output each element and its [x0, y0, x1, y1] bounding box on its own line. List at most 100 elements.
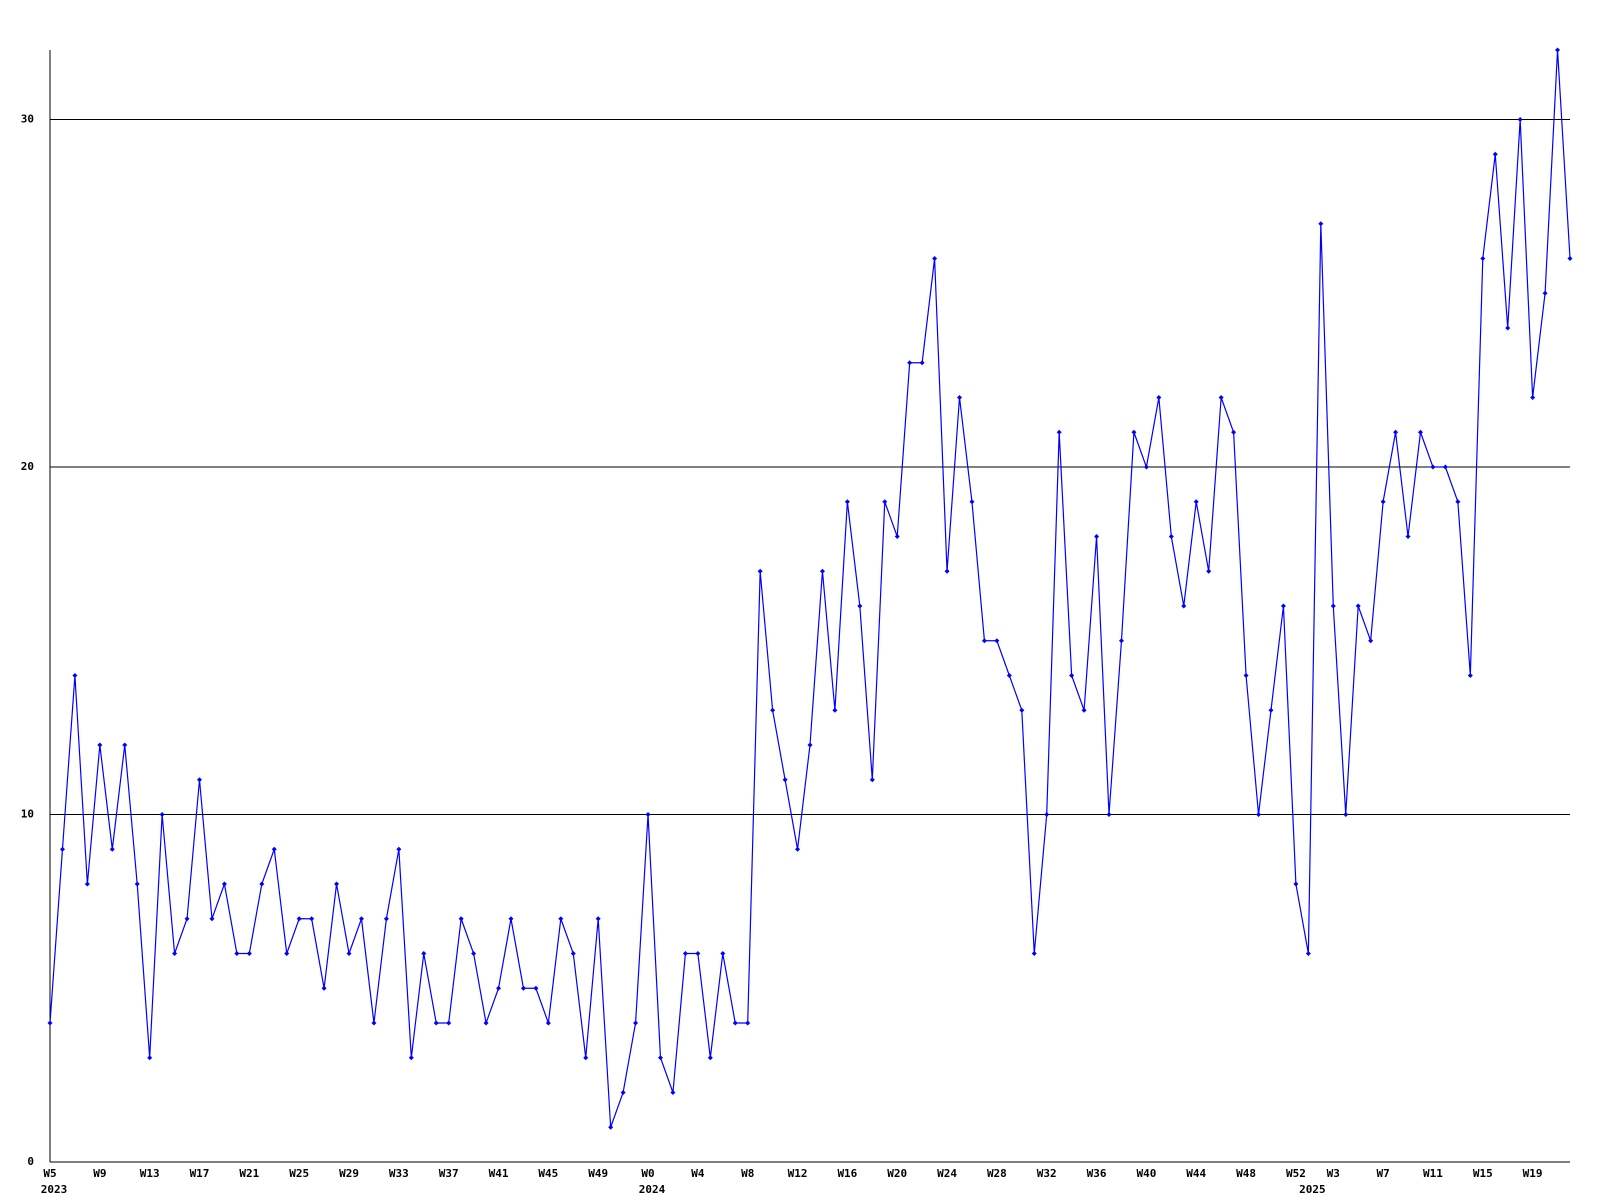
data-point [545, 1020, 551, 1026]
data-point [284, 951, 290, 956]
data-point [1368, 638, 1374, 644]
data-point [608, 1124, 614, 1130]
data-point [1530, 395, 1536, 400]
data-point [1393, 429, 1399, 435]
data-point [159, 812, 165, 817]
x-tick-label: W48 [1236, 1167, 1256, 1180]
data-point [259, 881, 265, 887]
data-point [483, 1020, 489, 1026]
data-point [670, 1090, 676, 1095]
data-point [1355, 603, 1361, 609]
data-point [807, 742, 813, 748]
data-point [358, 916, 364, 922]
data-point [1143, 464, 1149, 470]
data-point [221, 881, 227, 887]
data-point [857, 603, 863, 609]
data-point [1430, 464, 1436, 470]
x-tick-label: W52 [1286, 1167, 1306, 1180]
data-point [1081, 707, 1087, 713]
data-point [720, 951, 726, 956]
data-point [745, 1020, 751, 1026]
x-tick-label: W44 [1186, 1167, 1206, 1180]
data-point [969, 499, 975, 505]
data-point [770, 707, 776, 713]
data-point [882, 499, 888, 505]
data-point [1019, 707, 1025, 713]
x-tick-label: W0 [641, 1167, 654, 1180]
data-point [757, 568, 763, 574]
data-point [645, 812, 651, 817]
data-point [1293, 881, 1299, 887]
x-tick-label: W16 [837, 1167, 857, 1180]
data-point [1442, 464, 1448, 470]
data-point [595, 916, 601, 922]
x-year-label: 2025 [1299, 1183, 1326, 1196]
data-point [209, 916, 215, 922]
data-point [844, 499, 850, 505]
data-point [1455, 499, 1461, 505]
x-tick-label: W49 [588, 1167, 608, 1180]
data-point [72, 673, 78, 678]
data-point [321, 985, 327, 991]
data-point [1505, 325, 1511, 331]
data-point [1517, 117, 1523, 122]
data-point [396, 846, 402, 852]
data-point [1131, 429, 1137, 435]
data-point [620, 1090, 626, 1095]
data-point [1318, 221, 1324, 227]
data-point [520, 985, 526, 991]
x-tick-label: W4 [691, 1167, 705, 1180]
data-point [981, 638, 987, 644]
data-point [1193, 499, 1199, 505]
data-point [1305, 951, 1311, 956]
x-tick-label: W28 [987, 1167, 1007, 1180]
x-tick-label: W12 [788, 1167, 808, 1180]
data-point [707, 1055, 713, 1061]
x-tick-label: W37 [439, 1167, 459, 1180]
data-point [932, 256, 938, 261]
data-point [1492, 151, 1498, 157]
data-point [134, 881, 140, 887]
data-point [433, 1020, 439, 1026]
data-point [533, 985, 539, 991]
y-tick-label: 0 [27, 1155, 34, 1168]
x-tick-label: W40 [1136, 1167, 1156, 1180]
x-year-label: 2024 [639, 1183, 666, 1196]
data-point [109, 846, 115, 852]
data-point [147, 1055, 153, 1061]
data-point [682, 951, 688, 956]
data-point [47, 1020, 53, 1026]
data-point [583, 1055, 589, 1061]
data-point [408, 1055, 414, 1061]
data-point [832, 707, 838, 713]
x-tick-label: W19 [1523, 1167, 1543, 1180]
data-point [234, 951, 240, 956]
data-point [471, 951, 477, 956]
data-point [334, 881, 340, 887]
data-point [1206, 568, 1212, 574]
data-point [1380, 499, 1386, 505]
data-point [1467, 673, 1473, 678]
data-point [819, 568, 825, 574]
x-tick-label: W21 [239, 1167, 259, 1180]
x-tick-label: W36 [1087, 1167, 1107, 1180]
data-point [907, 360, 913, 366]
data-point [508, 916, 514, 922]
data-point [1069, 673, 1075, 678]
data-point [1542, 290, 1548, 296]
x-tick-label: W32 [1037, 1167, 1057, 1180]
x-tick-label: W24 [937, 1167, 957, 1180]
x-tick-label: W11 [1423, 1167, 1443, 1180]
x-tick-label: W13 [140, 1167, 160, 1180]
data-line [49, 49, 1571, 1128]
data-point [1343, 812, 1349, 817]
y-tick-label: 20 [21, 460, 34, 473]
data-point [944, 568, 950, 574]
data-point [346, 951, 352, 956]
data-point [59, 846, 65, 852]
data-point [1256, 812, 1262, 817]
data-point [1218, 395, 1224, 400]
y-tick-label: 30 [21, 113, 34, 126]
